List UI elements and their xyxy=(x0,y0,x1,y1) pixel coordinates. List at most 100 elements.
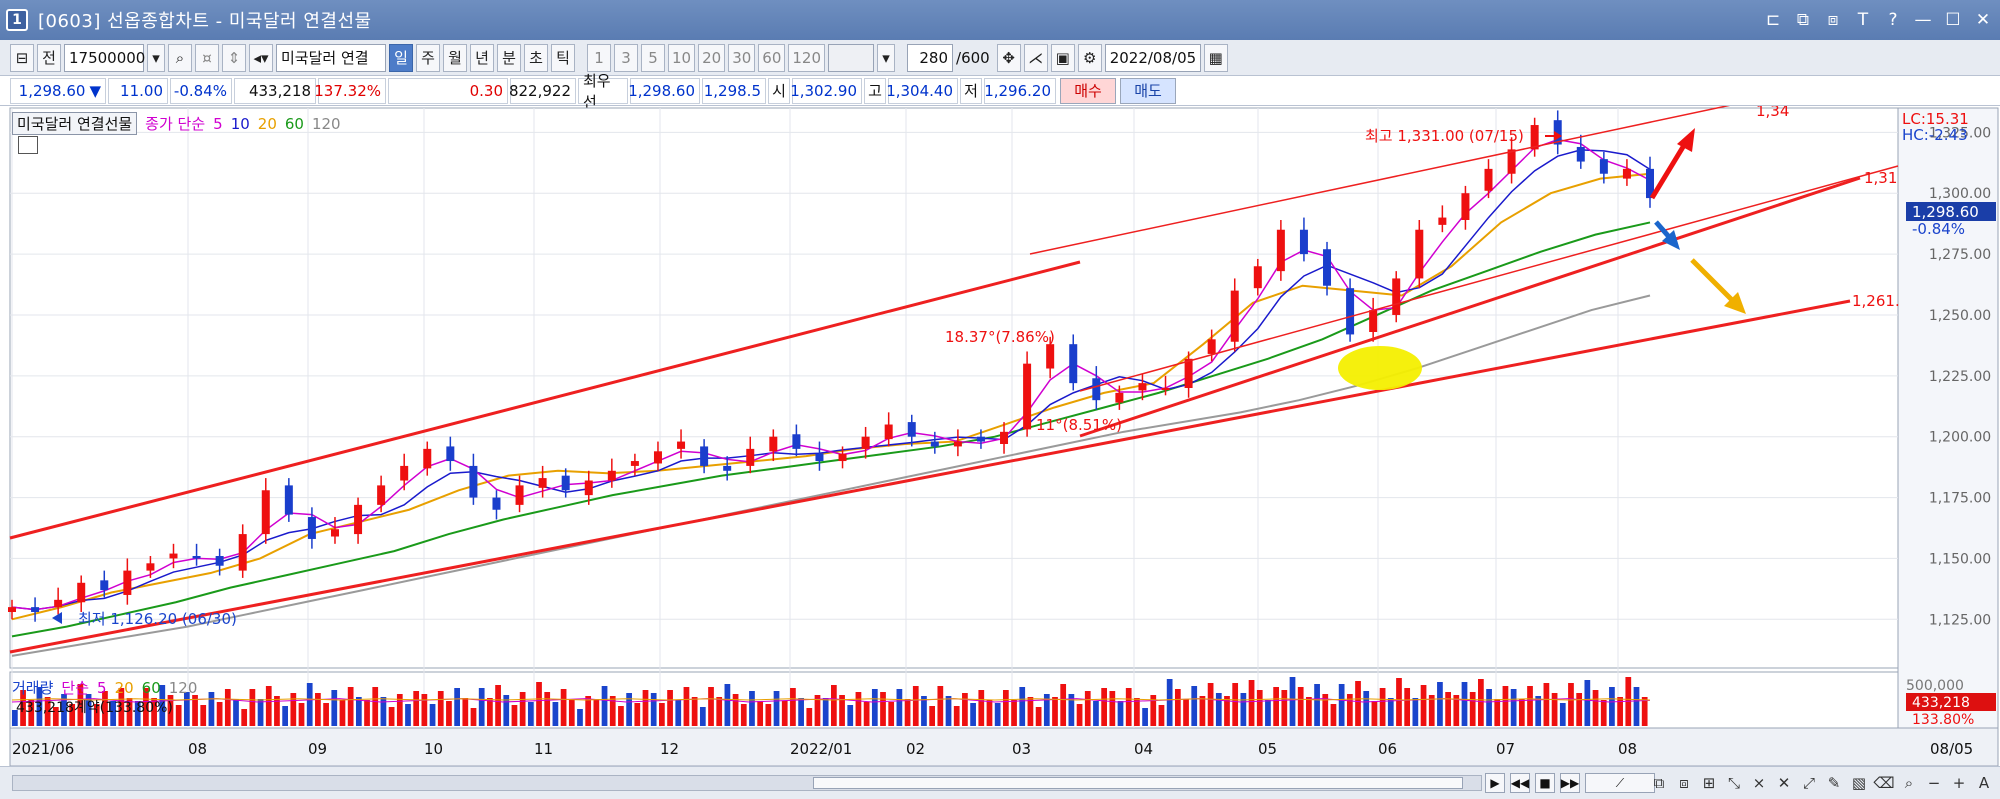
minute-60[interactable]: 60 xyxy=(758,43,786,72)
best-ask: 1,298.5 xyxy=(702,77,766,104)
edit-icon[interactable]: ✎ xyxy=(1827,774,1841,792)
erase-icon[interactable]: ⌫ xyxy=(1873,774,1895,792)
candle-body xyxy=(330,529,339,537)
candle-body xyxy=(769,436,778,452)
stop-icon[interactable]: ■ xyxy=(1535,773,1555,793)
cross-icon[interactable]: ✕ xyxy=(1777,774,1791,792)
minute-20[interactable]: 20 xyxy=(698,43,726,72)
period-second[interactable]: 초 xyxy=(524,43,548,72)
period-month[interactable]: 월 xyxy=(443,43,467,72)
volume-bar xyxy=(708,687,714,726)
volume-bar xyxy=(1543,683,1550,726)
date-input[interactable]: 2022/08/05 xyxy=(1104,43,1201,72)
zoom-in-icon[interactable]: ✥ xyxy=(996,43,1021,72)
volume-bar xyxy=(970,703,976,726)
minute-120[interactable]: 120 xyxy=(788,43,826,72)
minute-30[interactable]: 30 xyxy=(728,43,756,72)
sell-button[interactable]: 매도 xyxy=(1120,77,1176,104)
save-icon[interactable]: ▣ xyxy=(1050,43,1075,72)
x-tick-label: 2022/01 xyxy=(790,740,852,758)
scroll-thumb[interactable] xyxy=(813,777,1463,789)
period-year[interactable]: 년 xyxy=(470,43,494,72)
zoom-in-small-icon[interactable]: + xyxy=(1952,774,1966,792)
volume-bar xyxy=(364,700,370,726)
custom-period-input[interactable] xyxy=(828,43,875,72)
volume-bar xyxy=(1576,693,1583,726)
volume-bar xyxy=(568,699,575,726)
font-icon[interactable]: T xyxy=(1857,10,1869,30)
gear-icon[interactable]: ⚙ xyxy=(1077,43,1102,72)
volume-value: 433,218 xyxy=(234,77,316,104)
sound-icon[interactable]: ◂▾ xyxy=(249,43,273,72)
vol-axis-tick: 500,000 xyxy=(1906,678,1964,694)
volume-bar xyxy=(1191,686,1198,726)
candle-body xyxy=(100,580,109,591)
minute-10[interactable]: 10 xyxy=(668,43,696,72)
y-tick-label: 1,200.00 xyxy=(1929,430,1991,446)
candle-body xyxy=(1230,290,1239,342)
help-icon[interactable]: ? xyxy=(1888,10,1898,30)
link-window-icon[interactable]: ⧉ xyxy=(1796,10,1810,30)
minute-1[interactable]: 1 xyxy=(587,43,611,72)
calendar-icon[interactable]: ▦ xyxy=(1203,43,1228,72)
candle-body xyxy=(1438,217,1447,225)
dock-icon[interactable]: ⊏ xyxy=(1765,10,1781,30)
search-icon[interactable]: ⌕ xyxy=(168,43,192,72)
fast-forward-icon[interactable]: ▶▶ xyxy=(1560,773,1580,793)
volume-bar xyxy=(716,697,723,726)
period-day[interactable]: 일 xyxy=(389,43,413,72)
play-icon[interactable]: ▶ xyxy=(1485,773,1505,793)
minimize-icon[interactable]: — xyxy=(1914,10,1932,30)
volume-bar xyxy=(1035,707,1042,726)
minute-3[interactable]: 3 xyxy=(614,43,638,72)
prefix-button[interactable]: 전 xyxy=(37,43,61,72)
buy-button[interactable]: 매수 xyxy=(1060,77,1116,104)
stepper-icon[interactable]: ⇕ xyxy=(222,43,246,72)
crosshair-icon[interactable]: ⋌ xyxy=(1023,43,1048,72)
calc-icon[interactable]: ¤ xyxy=(195,43,219,72)
candle-body xyxy=(77,582,86,603)
period-tick[interactable]: 틱 xyxy=(551,43,575,72)
fibo-icon[interactable]: ⨯ xyxy=(1752,774,1766,792)
volume-bar xyxy=(511,705,518,726)
maximize-icon[interactable]: ☐ xyxy=(1945,10,1961,30)
vol-pct-axis: 133.80% xyxy=(1912,712,1974,728)
chart-icon[interactable]: ⊞ xyxy=(1702,774,1716,792)
rewind-icon[interactable]: ◀◀ xyxy=(1510,773,1530,793)
instrument-input[interactable]: 미국달러 연결 xyxy=(276,43,386,72)
trend-icon[interactable]: ⤢ xyxy=(1802,774,1815,792)
copy-icon[interactable]: ⧉ xyxy=(1653,774,1665,792)
high-value: 1,304.40 xyxy=(886,77,958,104)
minute-5[interactable]: 5 xyxy=(641,43,665,72)
period-dropdown-icon[interactable]: ▾ xyxy=(877,43,896,72)
price-chart-svg[interactable]: 1,325.00 1,300.00 1,275.00 1,250.00 1,225.00… xyxy=(0,106,2000,766)
window-icon[interactable]: ⧈ xyxy=(1679,774,1689,792)
code-dropdown-icon[interactable]: ▾ xyxy=(147,43,165,72)
period-week[interactable]: 주 xyxy=(416,43,440,72)
volume-bar xyxy=(151,698,157,726)
volume-bar xyxy=(1592,690,1599,726)
date-labels: 2021/06 08 09 10 11 12 2022/01 02 03 04 05 06 07 08 xyxy=(12,740,1637,758)
price-box: 1,298.60 ▼ xyxy=(10,77,106,104)
horizontal-scrollbar[interactable] xyxy=(12,775,1482,791)
volume-bar xyxy=(806,708,813,726)
chart-area[interactable]: 미국달러 연결선물 종가 단순 5 10 20 60 120 거래량 단순 5 … xyxy=(0,106,2000,766)
draw-line-icon[interactable]: ⤡ xyxy=(1727,774,1740,792)
image-icon[interactable]: ▧ xyxy=(1851,774,1867,792)
magnify-icon[interactable]: ⌕ xyxy=(1904,774,1914,792)
close-icon[interactable]: ✕ xyxy=(1975,10,1991,30)
text-size-icon[interactable]: A xyxy=(1978,774,1990,792)
volume-bar xyxy=(290,693,297,726)
layout-icon[interactable]: ⊟ xyxy=(10,43,34,72)
group-window-icon[interactable]: ⧈ xyxy=(1827,10,1839,30)
table-icon[interactable] xyxy=(18,136,38,154)
code-input[interactable]: 17500000 xyxy=(64,43,145,72)
volume-bar xyxy=(1060,684,1067,726)
zoom-out-icon[interactable]: − xyxy=(1927,774,1941,792)
vol-summary: 433,218계약(133.80%) xyxy=(16,700,173,716)
period-minute[interactable]: 분 xyxy=(497,43,521,72)
zoom-slider-icon[interactable]: ⟋ xyxy=(1585,773,1655,793)
count-input[interactable]: 280 xyxy=(907,43,954,72)
volume-bar xyxy=(1314,684,1320,726)
volume-bar xyxy=(1232,683,1239,726)
